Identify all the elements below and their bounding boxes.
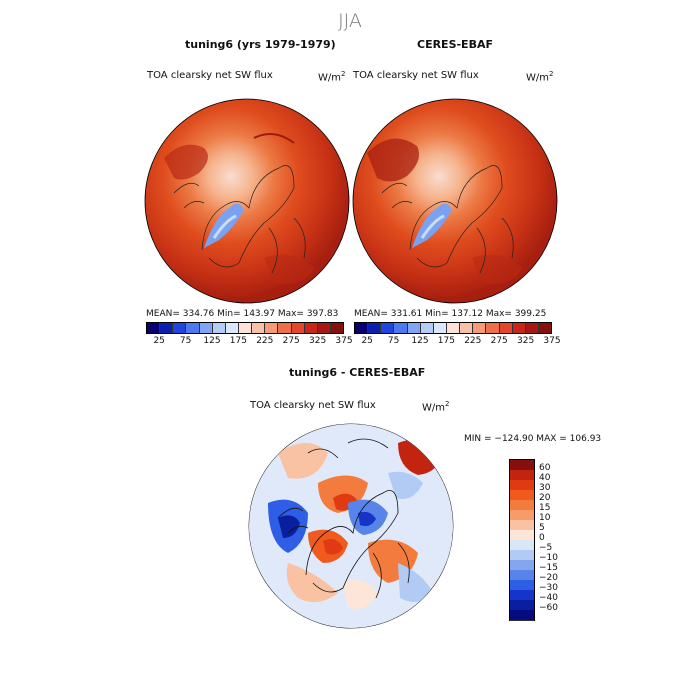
colorbar-swatch [510,610,534,621]
colorbar-swatch [304,323,318,333]
colorbar-tick-label: 25 [361,336,373,346]
polar-map-obs [352,98,558,304]
panel-title-diff: tuning6 - CERES-EBAF [289,366,426,379]
colorbar-swatch [499,323,513,333]
panel-title-model: tuning6 (yrs 1979-1979) [185,38,336,51]
colorbar-swatch [381,323,395,333]
colorbar-swatch [512,323,526,333]
colorbar-tick-label: 275 [282,336,300,346]
colorbar-swatch [238,323,253,333]
colorbar-tick-label: 20 [539,493,551,503]
colorbar-tick-label: 325 [517,336,535,346]
units-label-model: W/m2 [318,70,346,84]
colorbar-swatch [212,323,226,333]
colorbar-swatch [291,323,305,333]
colorbar-swatch [278,323,292,333]
colorbar-swatch [473,323,487,333]
colorbar-tick-label: 0 [539,533,545,543]
colorbar-tick-label: 275 [490,336,508,346]
colorbar-tick-label: 30 [539,483,551,493]
colorbar-tick-label: 125 [203,336,221,346]
colorbar-tick-label: 225 [256,336,274,346]
colorbar-diff-ticks: 60 40 30 20 15 10 5 0 −5 −10 −15 −20 −30 −40 −60 [539,459,579,621]
colorbar-tick-label: 40 [539,473,551,483]
colorbar-swatch [525,323,539,333]
colorbar-tick-label: 75 [179,336,192,346]
colorbar-tick-label: 375 [543,336,561,346]
colorbar-swatch [368,323,382,333]
colorbar-swatch [330,323,344,333]
colorbar-tick-label: −15 [539,563,558,573]
colorbar-swatch [225,323,239,333]
colorbar-tick-label: 325 [309,336,327,346]
colorbar-swatch [252,323,266,333]
colorbar-swatch [407,323,421,333]
colorbar-swatch [317,323,331,333]
colorbar-swatch [199,323,213,333]
colorbar-swatch [538,323,552,333]
colorbar-swatch [486,323,500,333]
colorbar-tick-label: 175 [437,336,455,346]
colorbar-obs: 25 75 125 175 225 275 325 375 [354,322,561,348]
colorbar-swatch [460,323,474,333]
polar-map-model [144,98,350,304]
colorbar-tick-label: −60 [539,603,558,613]
colorbar-model: 25 75 125 175 225 275 325 375 [146,322,353,348]
colorbar-swatch [433,323,447,333]
colorbar-swatch [446,323,461,333]
stats-model: MEAN= 334.76 Min= 143.97 Max= 397.83 [146,309,339,319]
colorbar-tick-label: 175 [229,336,247,346]
units-label-obs: W/m2 [526,70,554,84]
colorbar-tick-label: 375 [335,336,353,346]
colorbar-swatch [355,323,369,333]
colorbar-swatch [186,323,200,333]
colorbar-tick-label: −40 [539,593,558,603]
variable-label-diff: TOA clearsky net SW flux [250,400,376,411]
units-label-diff: W/m2 [422,400,450,414]
stats-obs: MEAN= 331.61 Min= 137.12 Max= 399.25 [354,309,547,319]
variable-label-obs: TOA clearsky net SW flux [353,70,479,81]
colorbar-diff [509,459,535,621]
colorbar-tick-label: −30 [539,583,558,593]
colorbar-tick-label: −10 [539,553,558,563]
colorbar-tick-label: 60 [539,463,551,473]
colorbar-tick-label: 5 [539,523,545,533]
colorbar-tick-label: 15 [539,503,551,513]
minmax-diff: MIN = −124.90 MAX = 106.93 [464,434,602,444]
polar-map-diff [248,423,454,629]
variable-label-model: TOA clearsky net SW flux [147,70,273,81]
colorbar-tick-label: 10 [539,513,551,523]
colorbar-tick-label: −5 [539,543,553,553]
panel-title-obs: CERES-EBAF [417,38,493,51]
colorbar-swatch [265,323,279,333]
colorbar-swatch [147,323,161,333]
colorbar-tick-label: −20 [539,573,558,583]
colorbar-tick-label: 225 [464,336,482,346]
colorbar-tick-label: 75 [387,336,400,346]
colorbar-swatch [173,323,187,333]
season-title: JJA [338,10,362,32]
colorbar-tick-label: 25 [153,336,165,346]
colorbar-swatch [394,323,408,333]
colorbar-tick-label: 125 [411,336,429,346]
colorbar-swatch [420,323,434,333]
colorbar-swatch [160,323,174,333]
